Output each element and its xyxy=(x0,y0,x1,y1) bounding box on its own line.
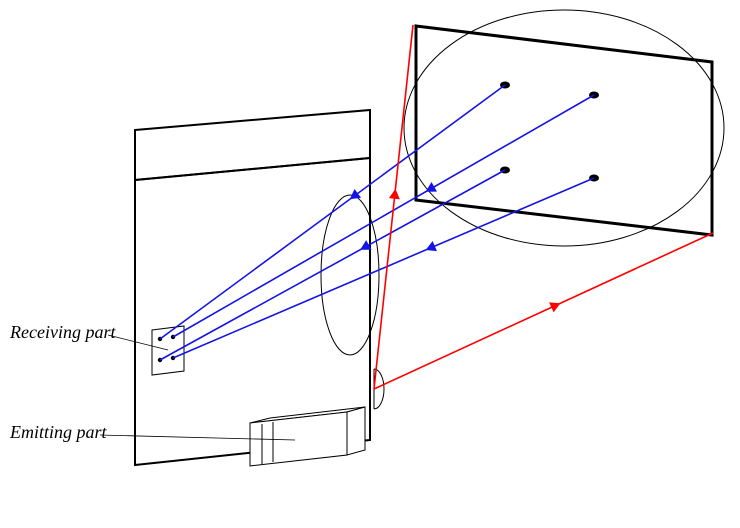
emitting-block-side xyxy=(347,407,365,455)
target-screen xyxy=(416,26,712,235)
